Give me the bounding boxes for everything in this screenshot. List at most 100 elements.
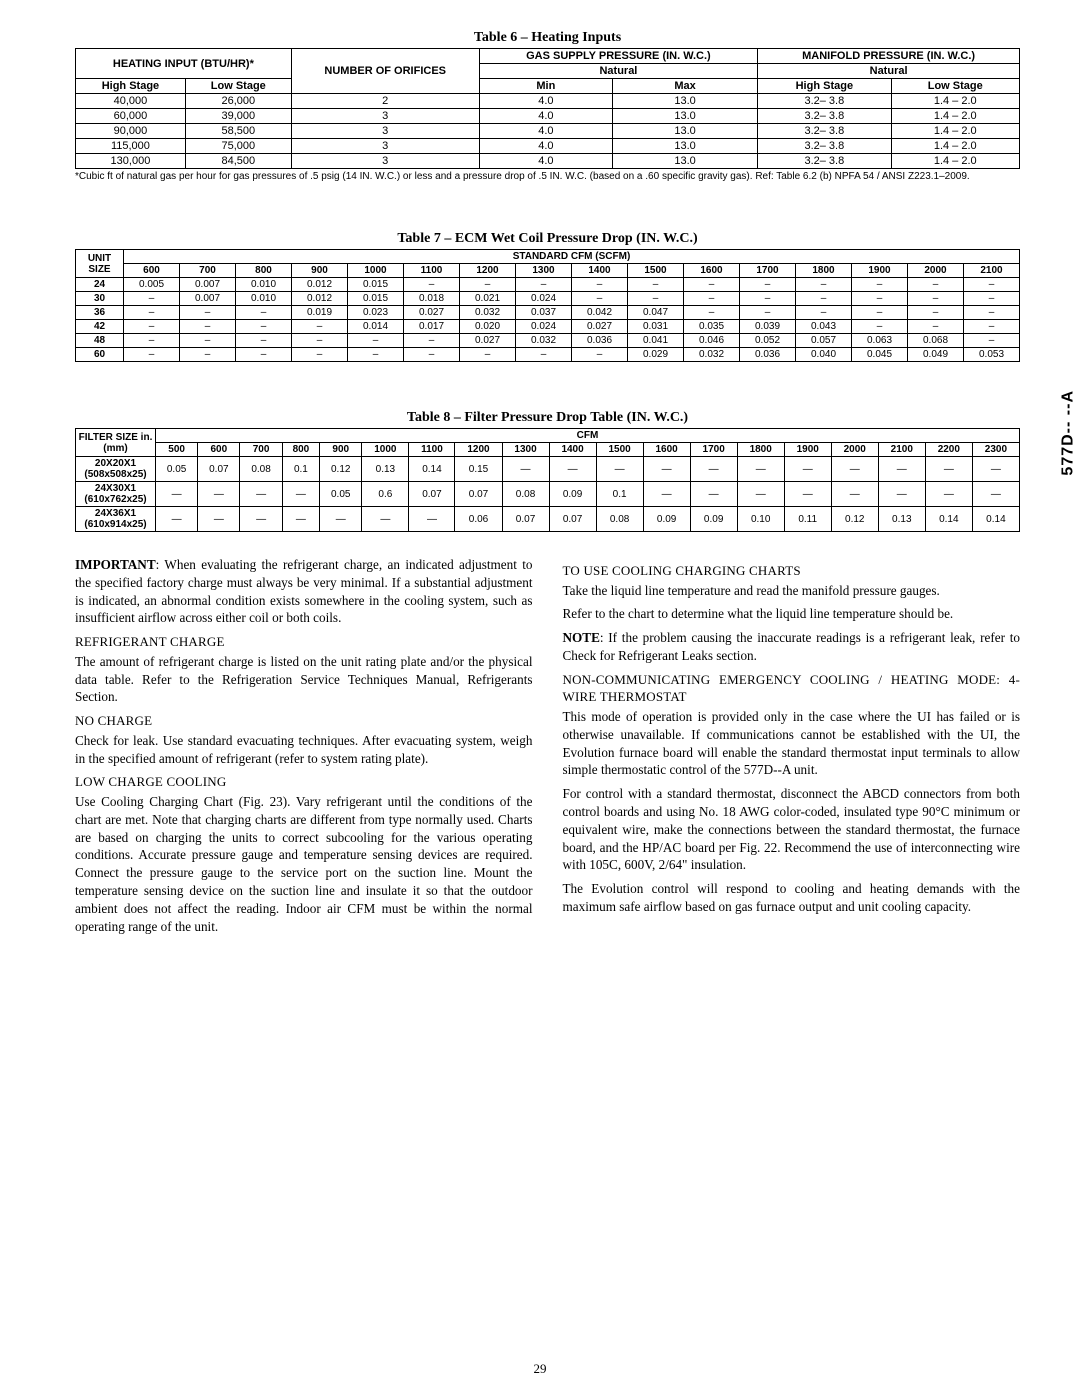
table-cell: —	[690, 457, 737, 482]
table-cell: 0.13	[878, 507, 925, 532]
col-header: 2200	[925, 443, 972, 457]
col-header: 1100	[404, 264, 460, 278]
table-cell: 4.0	[479, 94, 612, 109]
table-cell: 0.045	[852, 348, 908, 362]
usecharts-p2: Refer to the chart to determine what the…	[563, 605, 1021, 623]
table-cell: 0.032	[460, 306, 516, 320]
table-cell: –	[292, 348, 348, 362]
table-cell: 3.2– 3.8	[758, 124, 891, 139]
table-cell: 13.0	[613, 154, 758, 169]
table-cell: 90,000	[76, 124, 186, 139]
table-cell: 0.043	[796, 320, 852, 334]
row-label: 24X36X1 (610x914x25)	[76, 507, 156, 532]
col-header: 1900	[852, 264, 908, 278]
table-cell: 0.037	[516, 306, 572, 320]
table-cell: 0.6	[362, 482, 409, 507]
table-cell: —	[972, 457, 1019, 482]
table6: HEATING INPUT (BTU/HR)* NUMBER OF ORIFIC…	[75, 48, 1020, 169]
table-cell: 1.4 – 2.0	[891, 109, 1020, 124]
col-header: 1600	[684, 264, 740, 278]
table-cell: 0.07	[455, 482, 502, 507]
table-cell: 0.041	[628, 334, 684, 348]
table-cell: 0.012	[292, 292, 348, 306]
table8-title: Table 8 – Filter Pressure Drop Table (IN…	[75, 410, 1020, 426]
t7-scfm: STANDARD CFM (SCFM)	[124, 250, 1020, 264]
table-cell: 3	[291, 139, 479, 154]
table-cell: 3.2– 3.8	[758, 109, 891, 124]
table-cell: 0.014	[348, 320, 404, 334]
table-cell: 0.11	[784, 507, 831, 532]
table-cell: 13.0	[613, 109, 758, 124]
table-cell: 0.015	[348, 278, 404, 292]
table-cell: 0.040	[796, 348, 852, 362]
table-cell: –	[180, 320, 236, 334]
table-cell: 3	[291, 154, 479, 169]
table-cell: 0.035	[684, 320, 740, 334]
table6-footnote: *Cubic ft of natural gas per hour for ga…	[75, 171, 1020, 183]
col-header: 2000	[908, 264, 964, 278]
table-cell: 0.010	[236, 292, 292, 306]
note-text: : If the problem causing the inaccurate …	[563, 630, 1021, 663]
table-cell: –	[236, 334, 292, 348]
table-cell: –	[796, 278, 852, 292]
table-cell: 0.1	[282, 457, 319, 482]
t8-cfm: CFM	[156, 429, 1020, 443]
table-cell: 0.031	[628, 320, 684, 334]
col-header: 900	[320, 443, 362, 457]
table-cell: 40,000	[76, 94, 186, 109]
table-cell: —	[878, 457, 925, 482]
table-cell: –	[236, 320, 292, 334]
table-cell: 0.027	[460, 334, 516, 348]
table-cell: —	[737, 457, 784, 482]
t6-h-orifices: NUMBER OF ORIFICES	[291, 49, 479, 94]
col-header: 1900	[784, 443, 831, 457]
table-cell: 13.0	[613, 139, 758, 154]
table-cell: 0.07	[409, 482, 455, 507]
table-cell: –	[516, 348, 572, 362]
table-cell: 1.4 – 2.0	[891, 154, 1020, 169]
table-cell: 0.007	[180, 292, 236, 306]
table-cell: 0.039	[740, 320, 796, 334]
lowcharge-head: LOW CHARGE COOLING	[75, 773, 533, 791]
table-cell: –	[908, 320, 964, 334]
table-cell: 0.015	[348, 292, 404, 306]
row-label: 24	[76, 278, 124, 292]
table-cell: —	[972, 482, 1019, 507]
table-cell: 0.05	[156, 457, 198, 482]
table-cell: –	[796, 292, 852, 306]
table-cell: –	[964, 320, 1020, 334]
t6-h-manifold: MANIFOLD PRESSURE (IN. W.C.)	[758, 49, 1020, 64]
row-label: 36	[76, 306, 124, 320]
table-cell: 0.036	[572, 334, 628, 348]
table-cell: –	[684, 278, 740, 292]
row-label: 48	[76, 334, 124, 348]
table-cell: –	[404, 334, 460, 348]
table-cell: 0.024	[516, 320, 572, 334]
col-header: 1200	[455, 443, 502, 457]
table-cell: –	[292, 320, 348, 334]
body-text: IMPORTANT: When evaluating the refrigera…	[75, 556, 1020, 941]
table-cell: 0.15	[455, 457, 502, 482]
table-cell: 3.2– 3.8	[758, 94, 891, 109]
table-cell: —	[362, 507, 409, 532]
table-cell: –	[180, 348, 236, 362]
col-header: 2000	[831, 443, 878, 457]
table-cell: –	[908, 306, 964, 320]
table-cell: 0.027	[572, 320, 628, 334]
table-cell: 0.14	[972, 507, 1019, 532]
col-header: 1800	[796, 264, 852, 278]
table-cell: —	[409, 507, 455, 532]
table-cell: 0.005	[124, 278, 180, 292]
table-cell: –	[124, 320, 180, 334]
table-cell: –	[684, 306, 740, 320]
table-cell: –	[236, 306, 292, 320]
table-cell: 0.020	[460, 320, 516, 334]
table-cell: –	[852, 292, 908, 306]
table-cell: 0.12	[320, 457, 362, 482]
table-cell: —	[198, 507, 240, 532]
table-cell: 0.063	[852, 334, 908, 348]
col-header: 2300	[972, 443, 1019, 457]
table-cell: –	[404, 278, 460, 292]
col-header: 1800	[737, 443, 784, 457]
col-header: 700	[180, 264, 236, 278]
